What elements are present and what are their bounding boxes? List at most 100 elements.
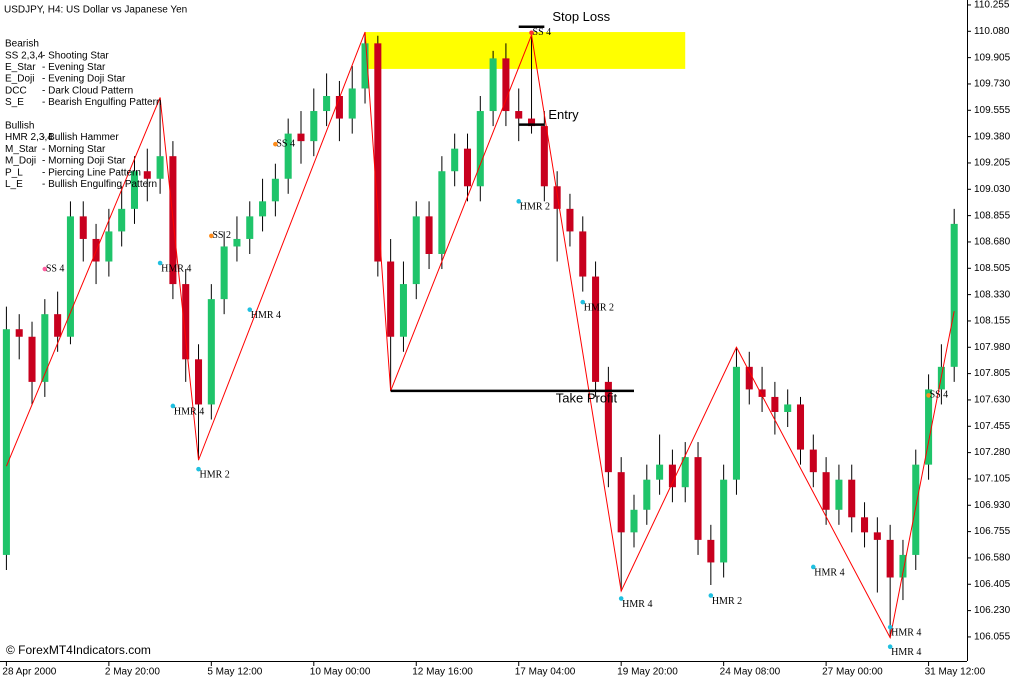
legend-desc: - Bullish Hammer [42,132,119,143]
candle-body [54,314,62,337]
y-tick-label: 110.080 [974,26,1010,37]
legend-code: L_E [5,179,23,190]
level-label: Take Profit [556,390,618,405]
y-tick-label: 106.755 [974,526,1011,537]
candle-body [207,299,215,405]
candle-body [348,88,356,119]
candle-body [130,171,139,209]
y-tick-label: 106.580 [974,553,1011,564]
pattern-label: HMR 4 [161,263,191,274]
plot-area [2,25,958,650]
pattern-dot [42,266,48,272]
x-tick-label: 27 May 00:00 [822,667,883,678]
pattern-dot [811,564,816,570]
candle-body [835,479,843,510]
pattern-label: HMR 2 [584,302,614,313]
candle-body [15,329,23,337]
candle-body [271,178,279,202]
x-tick-label: 31 May 12:00 [925,667,986,678]
candle-body [259,201,267,217]
pattern-dot [209,233,214,239]
legend-code: E_Star [5,62,36,73]
legend-desc: - Shooting Star [42,50,109,61]
y-tick-label: 107.980 [974,342,1011,353]
candle-body [604,381,612,473]
x-tick-label: 12 May 16:00 [412,667,473,678]
y-tick-label: 109.205 [974,158,1011,169]
candle-body [540,126,548,187]
legend-code: S_E [5,97,24,108]
x-tick-label: 5 May 12:00 [207,667,262,678]
candle-body [361,43,369,89]
pattern-label: HMR 2 [712,596,742,607]
pattern-dot [926,393,931,398]
pattern-label: SS 4 [533,27,552,38]
pattern-label: HMR 4 [251,310,281,321]
candle-body [412,216,420,285]
legend-desc: - Bullish Engulfing Pattern [42,179,157,190]
candle-body [182,284,190,360]
candle-body [387,261,395,337]
candle-body [463,148,472,187]
pattern-dot [170,403,176,409]
candle-body [950,223,958,367]
level-label: Entry [548,107,579,122]
chart-title: USDJPY, H4: US Dollar vs Japanese Yen [4,5,187,16]
watermark: © ForexMT4Indicators.com [6,643,151,657]
pattern-label: SS 4 [46,263,65,274]
x-tick-label: 17 May 04:00 [515,667,576,678]
candle-body [233,238,241,247]
candle-body [745,366,753,390]
y-tick-label: 106.055 [974,632,1011,643]
pattern-label: HMR 4 [891,627,921,638]
legend-code: P_L [5,167,23,178]
candle-body [425,216,433,254]
candle-body [822,472,830,510]
pattern-dot [157,260,163,266]
zigzag-line [5,31,955,640]
candle-body [438,171,446,254]
candle-body [681,457,689,488]
candle-body [297,133,305,142]
y-tick-label: 108.855 [974,210,1011,221]
x-tick-label: 28 Apr 2000 [2,667,56,678]
legend-desc: - Dark Cloud Pattern [42,85,133,96]
candle-body [220,246,228,300]
x-tick-label: 2 May 20:00 [105,667,160,678]
candle-body [720,479,728,563]
legend-code: SS 2,3,4 [5,50,44,61]
y-tick-label: 107.630 [974,395,1011,406]
candle-body [694,457,702,540]
candle-body [732,366,740,480]
candle-body [476,111,484,187]
y-tick-label: 106.230 [974,605,1011,616]
pattern-dot [618,596,624,601]
pattern-label: SS 2 [212,230,231,241]
candle-body [118,208,126,232]
x-tick-label: 24 May 08:00 [720,667,781,678]
legend-desc: - Bearish Engulfing Pattern [42,97,162,108]
candle-body [284,133,292,179]
pattern-label: HMR 4 [622,599,652,610]
y-tick-label: 108.155 [974,316,1011,327]
candle-body [592,276,600,382]
candle-body [528,118,536,127]
y-tick-label: 107.105 [974,474,1011,485]
y-tick-label: 107.455 [974,421,1011,432]
candle-body [617,472,625,533]
legend-desc: - Morning Star [42,144,106,155]
candle-body [195,359,203,405]
candle-body [28,336,36,382]
pattern-label: HMR 4 [174,406,204,417]
candle-body [451,148,459,172]
candle-body [399,284,407,337]
y-tick-label: 107.280 [974,447,1011,458]
candle-body [502,58,510,112]
candle-body [707,539,715,563]
candle-body [886,539,894,578]
candle-body [656,464,664,480]
candle-body [66,216,74,337]
y-tick-label: 109.905 [974,52,1011,63]
y-tick-label: 109.730 [974,79,1011,90]
